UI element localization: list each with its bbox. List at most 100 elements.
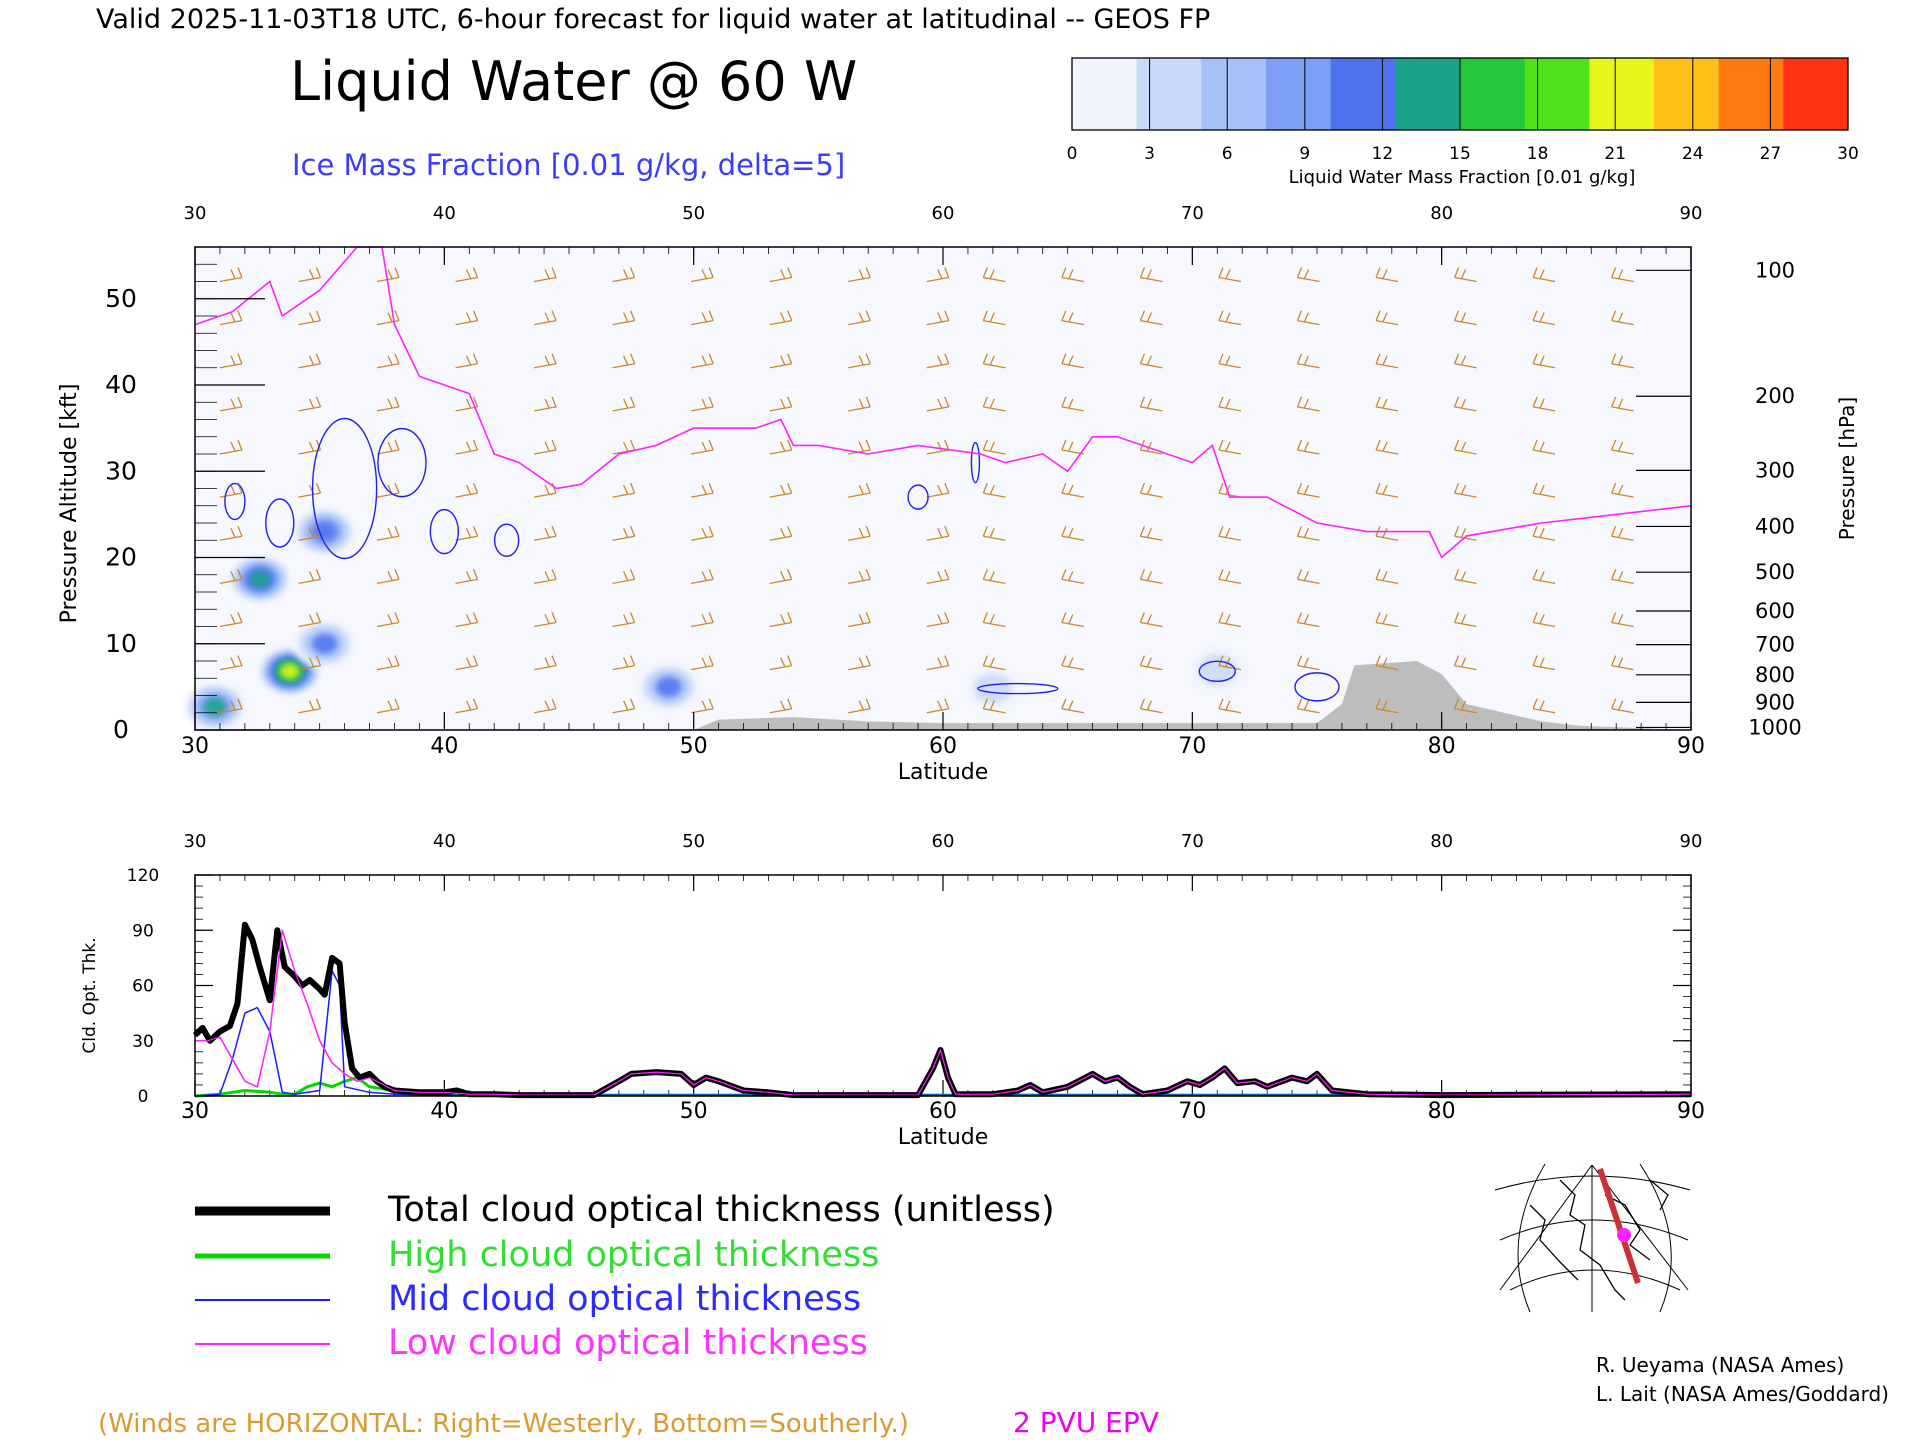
top-x-tick-label-upper: 80 — [1430, 203, 1453, 224]
wind-barb — [691, 396, 714, 412]
wind-barb — [1375, 267, 1399, 283]
wind-barb — [848, 353, 871, 369]
wind-barb — [1611, 526, 1634, 541]
top-x-tick-label: 70 — [1178, 734, 1206, 759]
wind-barb — [1296, 439, 1320, 455]
colorbar-segment — [1266, 58, 1332, 130]
top-ylabel-right: Pressure [hPa] — [1835, 397, 1859, 540]
colorbar-tick-label: 9 — [1299, 144, 1310, 164]
wind-barb — [1218, 526, 1242, 541]
top-x-tick-label-upper: 60 — [932, 203, 955, 224]
legend: Total cloud optical thickness (unitless)… — [195, 1190, 1055, 1363]
colorbar-label: Liquid Water Mass Fraction [0.01 g/kg] — [1289, 167, 1636, 188]
wind-barb — [1296, 482, 1320, 498]
wind-barb — [219, 612, 243, 628]
wind-barb — [769, 396, 793, 412]
liquid-water-field — [182, 506, 1250, 732]
wind-barb — [691, 267, 714, 283]
wind-barb — [769, 698, 793, 714]
wind-barb — [769, 353, 793, 369]
wind-barb — [1218, 655, 1242, 671]
wind-barb — [219, 353, 243, 369]
colorbar-tick-label: 3 — [1144, 144, 1155, 164]
wind-barb — [533, 655, 557, 671]
optical-thickness-frame — [194, 874, 1692, 1097]
wind-barb — [848, 526, 871, 541]
subtitle: Ice Mass Fraction [0.01 g/kg, delta=5] — [292, 148, 845, 182]
wind-barb — [926, 526, 950, 541]
wind-barb — [219, 655, 243, 671]
wind-barb — [1218, 353, 1242, 369]
wind-barb — [455, 655, 479, 671]
wind-barb — [1139, 655, 1163, 671]
wind-barb — [1139, 526, 1163, 541]
wind-barb — [1375, 439, 1399, 455]
wind-barb — [376, 396, 400, 412]
colorbar: 0 3 6 9 12 15 18 21 24 27 30 — [1067, 57, 1859, 164]
pressure-tick-label: 500 — [1755, 560, 1795, 584]
wind-barb — [926, 353, 950, 369]
wind-barb — [298, 612, 322, 628]
wind-barb — [926, 698, 950, 714]
pressure-tick-label: 200 — [1755, 384, 1795, 408]
liquid-water-blob — [312, 633, 338, 654]
ice-contour — [970, 441, 981, 484]
wind-barb — [926, 482, 950, 498]
wind-barb — [1296, 526, 1320, 541]
wind-barb — [612, 482, 636, 498]
wind-barb — [612, 396, 636, 412]
wind-barb — [1218, 439, 1242, 455]
top-x-tick-label: 60 — [929, 734, 957, 759]
bottom-y-tick-label: 30 — [132, 1032, 154, 1052]
top-x-tick-label: 50 — [680, 734, 708, 759]
wind-barb — [612, 612, 636, 628]
wind-barb — [1611, 353, 1634, 369]
wind-barb — [298, 655, 322, 671]
wind-barb — [691, 310, 714, 326]
wind-barb — [1061, 655, 1084, 671]
wind-barb — [1611, 482, 1634, 498]
wind-barb — [1532, 655, 1556, 671]
top-y-tick-label: 40 — [105, 370, 137, 399]
optical-thickness-panel: 30 30 40 40 50 50 60 60 70 70 80 80 90 90 0 30 60 90 120 L… — [80, 831, 1705, 1150]
wind-barb — [1296, 310, 1320, 326]
epv-2pvu-line — [194, 246, 1692, 559]
ice-contours — [224, 417, 1340, 702]
colorbar-segment — [1654, 58, 1720, 130]
wind-barb — [455, 439, 479, 455]
wind-barb — [298, 569, 322, 585]
wind-barb — [533, 396, 557, 412]
wind-barb — [376, 655, 400, 671]
wind-barb — [1061, 612, 1084, 628]
wind-barb — [455, 482, 479, 498]
colorbar-tick-label: 15 — [1449, 144, 1471, 164]
pressure-tick-label: 800 — [1755, 663, 1795, 687]
wind-barb — [691, 612, 714, 628]
colorbar-segment — [1201, 58, 1267, 130]
bottom-x-tick-label: 30 — [181, 1099, 209, 1124]
wind-barb — [1532, 698, 1556, 714]
colorbar-tick-label: 0 — [1067, 144, 1078, 164]
credit-line-1: R. Ueyama (NASA Ames) — [1596, 1353, 1844, 1377]
wind-barb — [1375, 310, 1399, 326]
wind-barb — [691, 698, 714, 714]
bottom-x-tick-label-upper: 50 — [682, 831, 705, 852]
bottom-xlabel: Latitude — [898, 1125, 989, 1150]
series-line-low-overlay — [195, 930, 1692, 1096]
ice-contour — [224, 482, 246, 521]
epv-label: 2 PVU EPV — [1013, 1406, 1159, 1439]
winds-note: (Winds are HORIZONTAL: Right=Westerly, B… — [98, 1409, 909, 1439]
credit-line-2: L. Lait (NASA Ames/Goddard) — [1596, 1382, 1889, 1406]
wind-barb — [848, 612, 871, 628]
wind-barb — [219, 267, 243, 283]
wind-barb — [533, 612, 557, 628]
wind-barb — [1296, 267, 1320, 283]
bottom-x-tick-label: 80 — [1428, 1099, 1456, 1124]
wind-barb — [1139, 310, 1163, 326]
wind-barb — [1375, 353, 1399, 369]
wind-barb — [1532, 267, 1556, 283]
wind-barb — [612, 267, 636, 283]
wind-barb — [848, 310, 871, 326]
wind-barb — [376, 310, 400, 326]
wind-barb — [1453, 267, 1477, 283]
